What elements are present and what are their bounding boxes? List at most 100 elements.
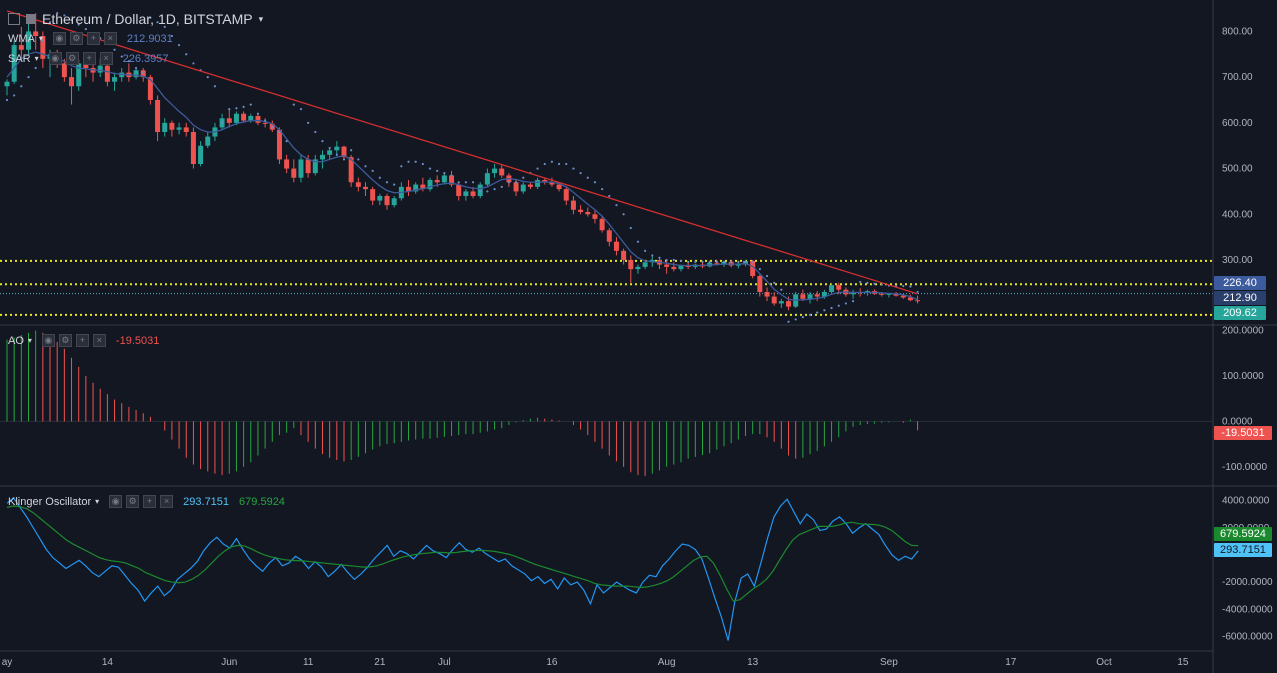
plus-icon[interactable]: + bbox=[86, 32, 100, 45]
eye-icon[interactable]: ◉ bbox=[41, 334, 55, 347]
sar-dot bbox=[593, 181, 597, 184]
candle-body bbox=[341, 146, 347, 158]
sar-dot bbox=[185, 53, 188, 56]
sar-dot bbox=[63, 14, 66, 17]
sar-dot bbox=[70, 18, 73, 22]
sar-dot bbox=[249, 103, 252, 106]
gear-icon[interactable]: ⚙ bbox=[58, 334, 72, 347]
x-tick-label: Jun bbox=[221, 657, 237, 668]
sar-dot bbox=[328, 146, 331, 150]
klinger-tick-label: -6000.0000 bbox=[1222, 631, 1273, 642]
gear-icon[interactable]: ⚙ bbox=[69, 32, 83, 45]
sar-label[interactable]: SAR bbox=[8, 52, 31, 65]
gear-icon[interactable]: ⚙ bbox=[126, 495, 140, 508]
candle-body bbox=[355, 182, 361, 187]
candle-body bbox=[298, 159, 304, 178]
chevron-down-icon[interactable]: ▾ bbox=[258, 13, 264, 24]
candle-body bbox=[642, 262, 648, 267]
eye-icon[interactable]: ◉ bbox=[109, 495, 123, 508]
sar-dot bbox=[321, 140, 324, 143]
candle-body bbox=[427, 180, 433, 190]
candle-body bbox=[377, 196, 383, 201]
sar-dot bbox=[629, 226, 632, 230]
sar-value: 226.3957 bbox=[122, 52, 169, 65]
klinger-main-tag: 293.7151 bbox=[1214, 543, 1272, 557]
sar-dot bbox=[464, 181, 467, 184]
candle-body bbox=[276, 129, 282, 160]
sar-dot bbox=[586, 176, 589, 179]
candle-body bbox=[18, 45, 24, 50]
ao-value: -19.5031 bbox=[115, 334, 160, 347]
candle-body bbox=[535, 180, 541, 187]
sar-dot bbox=[120, 55, 123, 58]
eye-icon[interactable]: ◉ bbox=[48, 52, 62, 65]
sar-dot bbox=[307, 121, 310, 124]
candle-body bbox=[850, 292, 856, 295]
candle-body bbox=[4, 81, 10, 87]
candle-body bbox=[162, 122, 168, 132]
ao-tick-label: -100.0000 bbox=[1222, 462, 1267, 473]
sar-dot bbox=[407, 160, 410, 163]
eye-icon[interactable]: ◉ bbox=[52, 32, 66, 45]
candle-body bbox=[649, 260, 655, 263]
candle-body bbox=[97, 65, 103, 73]
x-tick-label: 14 bbox=[102, 657, 114, 668]
gear-icon[interactable]: ⚙ bbox=[65, 52, 79, 65]
sar-dot bbox=[816, 311, 819, 314]
sar-dot bbox=[357, 158, 360, 161]
candle-body bbox=[291, 168, 297, 178]
candle-body bbox=[807, 294, 813, 299]
sar-dot bbox=[808, 313, 812, 316]
candle-body bbox=[241, 113, 247, 121]
sar-dot bbox=[292, 103, 295, 106]
price-pane bbox=[0, 10, 1213, 323]
candle-body bbox=[915, 300, 921, 302]
klinger-tick-label: -2000.0000 bbox=[1222, 577, 1273, 588]
sar-dot bbox=[342, 158, 346, 161]
candle-body bbox=[592, 214, 598, 219]
klinger-value-signal: 679.5924 bbox=[239, 495, 285, 508]
symbol-title[interactable]: Ethereum / Dollar, 1D, BITSTAMP bbox=[42, 11, 253, 27]
candle-body bbox=[886, 293, 892, 295]
close-icon[interactable]: × bbox=[92, 334, 106, 347]
candle-body bbox=[578, 209, 584, 212]
sar-dot bbox=[672, 258, 675, 262]
chevron-down-icon[interactable]: ▾ bbox=[95, 497, 100, 506]
ao-label[interactable]: AO bbox=[8, 334, 24, 347]
chevron-down-icon[interactable]: ▾ bbox=[34, 54, 39, 63]
sar-dot bbox=[744, 260, 747, 263]
sar-dot bbox=[428, 167, 432, 170]
ao-price-tag: -19.5031 bbox=[1214, 426, 1272, 440]
sar-dot bbox=[880, 283, 883, 286]
sar-dot bbox=[902, 284, 905, 288]
sar-dot bbox=[414, 160, 417, 163]
close-icon[interactable]: × bbox=[160, 495, 174, 508]
plus-icon[interactable]: + bbox=[82, 52, 96, 65]
symbol-icon bbox=[26, 14, 36, 24]
chevron-down-icon[interactable]: ▾ bbox=[38, 34, 43, 43]
sar-dot bbox=[142, 71, 145, 74]
candle-body bbox=[750, 260, 756, 276]
collapse-icon[interactable] bbox=[8, 13, 20, 25]
sar-dot bbox=[751, 260, 754, 263]
wma-label[interactable]: WMA bbox=[8, 32, 35, 45]
candle-body bbox=[549, 182, 555, 185]
sar-dot bbox=[644, 249, 647, 252]
plus-icon[interactable]: + bbox=[143, 495, 157, 508]
sar-dot bbox=[256, 112, 260, 115]
candle-body bbox=[205, 136, 211, 146]
klinger-label[interactable]: Klinger Oscillator bbox=[8, 495, 92, 508]
chevron-down-icon[interactable]: ▾ bbox=[27, 336, 32, 345]
trendline bbox=[6, 10, 918, 295]
klinger-line bbox=[6, 496, 919, 641]
candle-body bbox=[513, 182, 519, 192]
close-icon[interactable]: × bbox=[103, 32, 117, 45]
close-icon[interactable]: × bbox=[99, 52, 113, 65]
candle-body bbox=[599, 218, 605, 231]
candle-body bbox=[628, 260, 634, 270]
plus-icon[interactable]: + bbox=[75, 334, 89, 347]
sar-dot bbox=[522, 176, 525, 179]
price-tick-label: 300.00 bbox=[1222, 255, 1253, 266]
